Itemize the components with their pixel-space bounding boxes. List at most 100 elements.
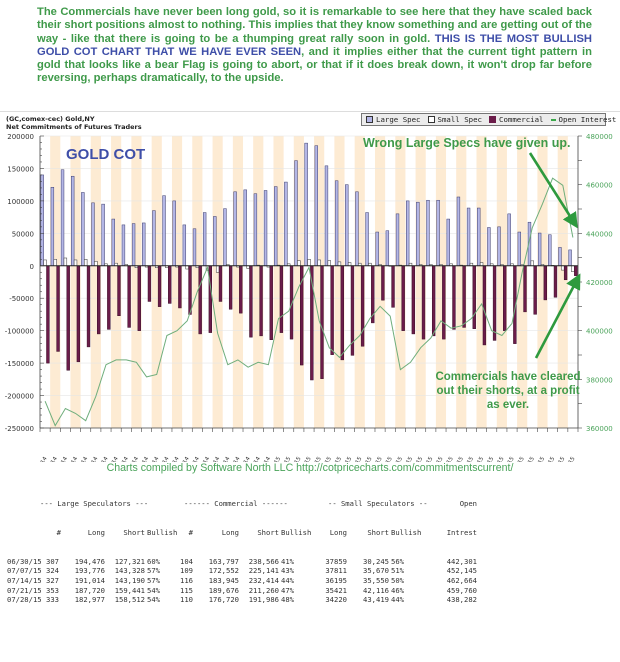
large-spec-bar [477, 207, 481, 267]
right-tick-label: 380000 [586, 376, 613, 384]
small-spec-bar [337, 261, 342, 267]
col-small-short: Short [367, 527, 389, 537]
commercial-bar [503, 265, 507, 331]
large-spec-bar [274, 186, 278, 267]
week-band [557, 136, 568, 428]
cell-cs: 232,414 [248, 575, 279, 585]
col-small-bullish: Bullish [391, 527, 422, 537]
cell-cc: 104 [180, 556, 193, 566]
intro-text-2: , and it implies either that the current… [37, 45, 592, 85]
large-spec-bar [91, 202, 95, 267]
cell-cb: 44% [281, 575, 294, 585]
commercial-bar [157, 265, 162, 307]
large-spec-bar [324, 165, 329, 267]
left-tick-label: -100000 [5, 328, 34, 336]
cell-cl: 176,720 [208, 595, 239, 605]
header-divider [0, 111, 620, 112]
cell-oi: 462,664 [446, 575, 477, 585]
cell-lb: 60% [147, 556, 160, 566]
cell-lc: 307 [46, 556, 59, 566]
commercial-bar [330, 265, 334, 355]
left-tick-label: 150000 [7, 165, 34, 173]
right-tick-label: 420000 [586, 279, 613, 287]
cell-lb: 54% [147, 595, 160, 605]
cell-cc: 109 [180, 566, 193, 576]
commercials-arrow [534, 273, 581, 359]
large-spec-bar [182, 224, 187, 267]
large-spec-bar [202, 212, 207, 267]
small-spec-bar [73, 259, 78, 267]
legend-label: Small Spec [437, 115, 483, 124]
large-spec-bar [436, 199, 440, 267]
commercial-bar [147, 265, 152, 302]
col-open-interest: Intrest [446, 527, 477, 537]
week-band [70, 136, 81, 428]
cell-lc: 324 [46, 566, 59, 576]
commercial-bar [553, 265, 558, 298]
commercial-bar [137, 265, 141, 331]
small-spec-bar [94, 260, 98, 267]
small-spec-bar [327, 260, 331, 267]
commercial-bar [188, 265, 192, 315]
small-spec-swatch [427, 116, 435, 123]
commercial-bar [279, 265, 284, 333]
cell-ss: 35,670 [363, 566, 389, 576]
large-spec-bar [121, 224, 126, 267]
week-band [273, 136, 284, 428]
cell-cs: 225,141 [248, 566, 279, 576]
legend-label: Open Interest [558, 115, 617, 124]
commercials-annotation-line1: Commercials have cleared [435, 371, 580, 383]
cell-ll: 187,720 [74, 585, 105, 595]
large-spec-bar [416, 201, 420, 267]
large-spec-bar [517, 231, 521, 267]
large-spec-bar [558, 247, 562, 267]
commercial-bar [340, 265, 344, 361]
week-band [374, 136, 386, 428]
col-comm-bullish: Bullish [281, 527, 312, 537]
cell-ls: 159,441 [114, 585, 145, 595]
cell-cb: 41% [281, 556, 294, 566]
large-spec-bar [263, 190, 268, 267]
commercial-bar [76, 265, 81, 363]
small-spec-bar [307, 259, 311, 267]
cell-date: 06/30/15 [7, 556, 42, 566]
commercial-bar [421, 265, 426, 340]
large-spec-bar [507, 213, 511, 267]
open-interest-swatch [550, 118, 556, 121]
week-band [496, 136, 507, 428]
large-spec-bar [405, 200, 410, 267]
large-spec-bar [497, 226, 501, 267]
right-tick-label: 400000 [586, 328, 613, 336]
cell-cs: 211,260 [248, 585, 279, 595]
intro-highlight: THIS IS THE MOST BULLISH GOLD COT CHART … [37, 32, 592, 58]
left-tick-label: -200000 [5, 393, 34, 401]
cell-sl: 35421 [325, 585, 347, 595]
commercial-bar [228, 265, 233, 310]
left-tick-label: 100000 [7, 198, 34, 206]
commercial-bar [249, 265, 253, 338]
commercial-bar [391, 265, 395, 308]
large-spec-bar [71, 175, 75, 267]
intro-commentary: The Commercials have never been long gol… [37, 6, 592, 86]
col-large-long: Long [87, 527, 105, 537]
week-band [517, 136, 528, 428]
cell-ls: 127,321 [114, 556, 145, 566]
cell-cb: 48% [281, 595, 294, 605]
large-spec-bar [162, 195, 166, 267]
table-column-header-row: # Long Short Bullish # Long Short Bullis… [7, 528, 477, 538]
cell-cb: 47% [281, 585, 294, 595]
left-axis-ticks: 200000 150000 100000 50000 0 -50000 -100000 -15… [5, 133, 34, 433]
week-band [253, 136, 264, 428]
commercial-bar [462, 265, 466, 328]
cell-sl: 37859 [325, 556, 347, 566]
table-group-header-row: --- Large Speculators --- ------ Commerc… [7, 499, 477, 509]
col-large-count: # [56, 527, 61, 537]
week-band [131, 136, 142, 428]
large-spec-bar [243, 189, 247, 267]
commercial-bar [269, 265, 273, 341]
cell-ll: 194,476 [74, 556, 105, 566]
large-spec-bar [548, 234, 552, 267]
cell-cl: 172,552 [208, 566, 239, 576]
large-speculators-header: --- Large Speculators --- [40, 499, 149, 509]
cell-cl: 163,797 [208, 556, 239, 566]
